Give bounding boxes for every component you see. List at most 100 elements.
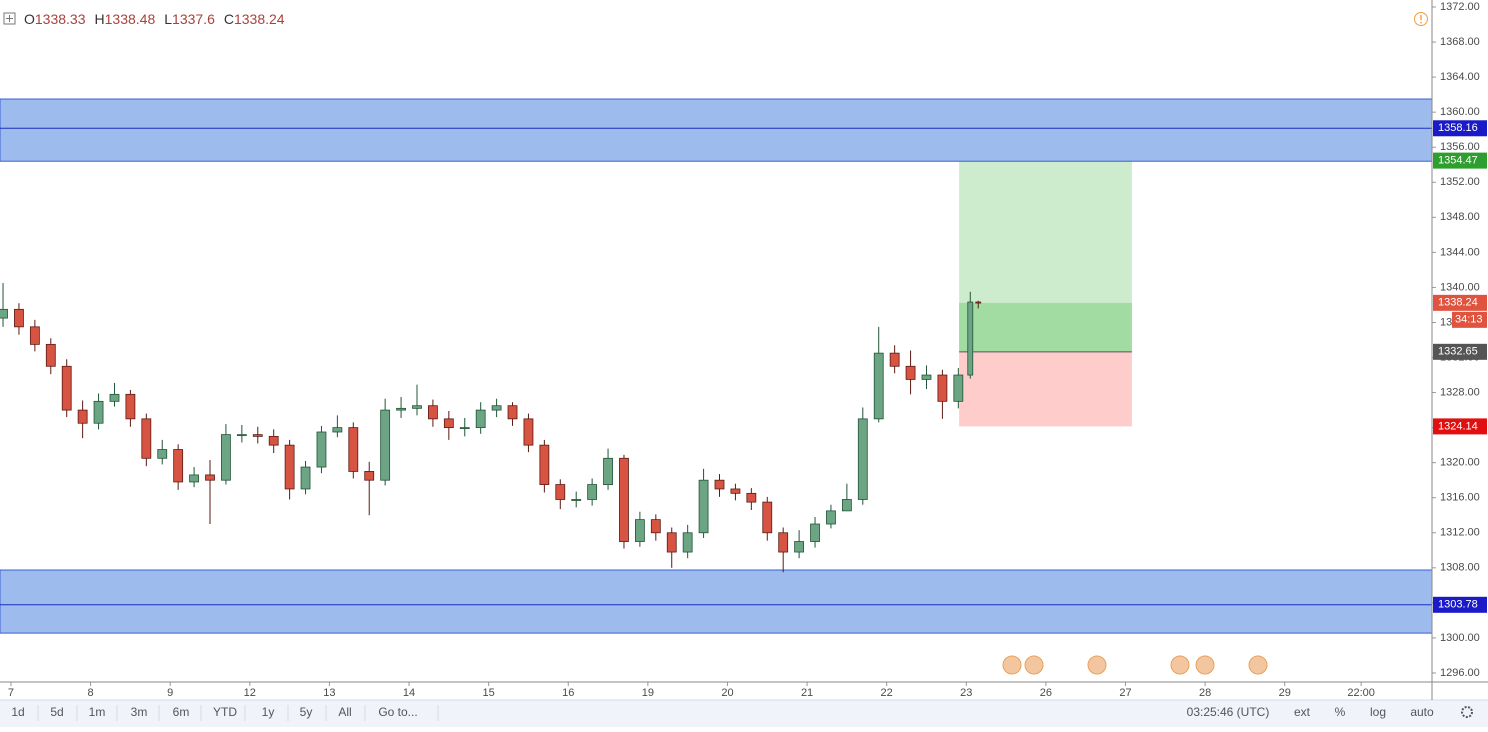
x-tick-label: 19 (642, 687, 654, 699)
countdown: 34:13 (1455, 314, 1483, 326)
stop-zone (959, 351, 1132, 427)
candle-body (412, 405, 422, 409)
candle-body (157, 449, 168, 459)
countdown-bg (1452, 311, 1487, 328)
legend-toggle[interactable] (3, 12, 16, 25)
candle-body (173, 449, 184, 483)
candle-body (428, 405, 438, 420)
zone-label: 1303.78 (1438, 599, 1478, 611)
toolbar-button[interactable]: auto (1410, 705, 1434, 719)
x-tick-label: 23 (960, 687, 972, 699)
candle-body (507, 405, 518, 420)
zone-label-bg (1433, 120, 1487, 137)
ohlc-value: 1338.24 (234, 11, 285, 27)
x-tick-label: 27 (1119, 687, 1131, 699)
candle-body (205, 474, 215, 481)
candle-body (555, 484, 566, 500)
candle-body (77, 409, 88, 424)
toolbar-button[interactable]: log (1370, 705, 1386, 719)
event-icon[interactable] (1087, 655, 1107, 675)
candle-body (619, 457, 629, 542)
x-tick-label: 21 (801, 687, 813, 699)
candle-body (650, 519, 661, 534)
toolbar-button[interactable]: 1y (262, 705, 275, 719)
y-tick-label: 1300.00 (1440, 632, 1480, 644)
toolbar-button[interactable]: 1m (89, 705, 106, 719)
event-icons (1002, 655, 1268, 675)
x-tick-label: 14 (403, 687, 415, 699)
candle-body (300, 466, 311, 490)
toolbar-button[interactable]: YTD (213, 705, 237, 719)
event-icon[interactable] (1024, 655, 1044, 675)
candle-body (221, 434, 231, 481)
candle-body (475, 409, 486, 429)
candle-body (141, 418, 152, 459)
candle-body (109, 393, 120, 402)
x-tick-label: 7 (8, 687, 14, 699)
event-icon[interactable] (1170, 655, 1190, 675)
candle-body (443, 418, 454, 429)
open-profit (959, 302, 1132, 352)
target-label-bg (1433, 152, 1487, 169)
candle-body (29, 326, 40, 345)
clock: 03:25:46 (UTC) (1187, 705, 1270, 719)
y-tick-label: 1356.00 (1440, 141, 1480, 153)
toolbar-button[interactable]: 3m (131, 705, 148, 719)
candle-body (539, 444, 550, 485)
y-tick-label: 1308.00 (1440, 562, 1480, 574)
zone-label-bg (1433, 596, 1487, 613)
event-icon[interactable] (1248, 655, 1268, 675)
event-icon[interactable] (1195, 655, 1215, 675)
candle-body (873, 352, 884, 420)
candle-body (889, 352, 900, 367)
zone (0, 569, 1433, 634)
toolbar-button[interactable]: % (1335, 705, 1346, 719)
settings-icon[interactable] (1461, 706, 1473, 718)
ohlc-value: 1338.33 (35, 11, 86, 27)
candle-body (459, 427, 470, 430)
y-tick-label: 1316.00 (1440, 492, 1480, 504)
toolbar-button[interactable]: 6m (173, 705, 190, 719)
candle-body (778, 532, 789, 553)
x-tick-label: 22 (881, 687, 893, 699)
candle-body (348, 427, 359, 472)
ohlc-value: 1338.48 (105, 11, 156, 27)
x-tick-label: 13 (323, 687, 335, 699)
candle-body (523, 418, 534, 446)
toolbar-button[interactable]: 1d (11, 705, 24, 719)
x-tick-label: 26 (1040, 687, 1052, 699)
toolbar-button[interactable]: 5y (300, 705, 313, 719)
candle-body (125, 393, 136, 420)
y-tick-label: 1360.00 (1440, 106, 1480, 118)
event-icon[interactable] (1002, 655, 1022, 675)
candle-body (666, 532, 677, 553)
toolbar-button[interactable]: ext (1294, 705, 1311, 719)
y-tick-label: 1348.00 (1440, 211, 1480, 223)
plot-area (0, 98, 1433, 634)
candle-body (698, 479, 709, 534)
candle-body (0, 308, 8, 319)
candle-body (937, 374, 948, 402)
candle-body (810, 523, 820, 542)
toolbar-button[interactable]: All (338, 705, 351, 719)
y-tick-label: 1368.00 (1440, 36, 1480, 48)
x-tick-label: 29 (1279, 687, 1291, 699)
candle-body (857, 418, 868, 500)
x-tick-label: 15 (483, 687, 495, 699)
candle-body (491, 405, 502, 411)
candle-body (841, 499, 852, 512)
candle-body (634, 519, 645, 542)
warning-icon[interactable] (1414, 12, 1428, 26)
x-tick-label: 16 (562, 687, 574, 699)
toolbar-button[interactable]: 5d (50, 705, 63, 719)
candle-body (93, 400, 104, 424)
candle-body (921, 374, 932, 380)
x-tick-label: 20 (721, 687, 733, 699)
candle-body (236, 434, 247, 437)
y-tick-label: 1344.00 (1440, 246, 1480, 258)
y-tick-label: 1312.00 (1440, 527, 1480, 539)
toolbar-button[interactable]: Go to... (378, 705, 417, 719)
y-tick-label: 1372.00 (1440, 1, 1480, 13)
candle-body (268, 435, 279, 446)
